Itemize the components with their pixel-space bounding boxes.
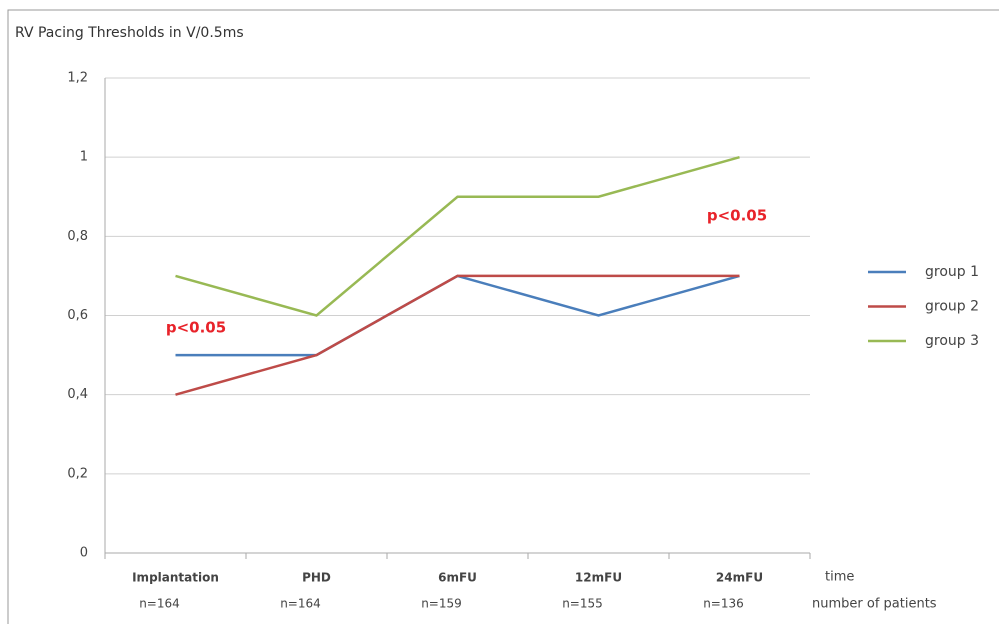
patient-count: n=164 (139, 597, 180, 611)
patient-count: n=159 (421, 597, 462, 611)
x-tick-label: Implantation (132, 571, 219, 585)
patient-count: n=164 (280, 597, 321, 611)
patient-count: n=155 (562, 597, 603, 611)
series-line (175, 155, 740, 317)
annotation: p<0.05 (707, 207, 767, 225)
y-tick-label: 0,6 (67, 308, 88, 323)
x-tick-label: 24mFU (716, 571, 763, 585)
y-tick-label: 0 (80, 546, 88, 561)
y-tick-label: 1 (80, 150, 88, 165)
x-tick-label: PHD (302, 571, 331, 585)
frame (7, 9, 999, 624)
y-tick-label: 0,4 (67, 387, 88, 402)
x-tick-label: 12mFU (575, 571, 622, 585)
x-axis-sublabel: number of patients (812, 597, 937, 612)
annotation: p<0.05 (166, 319, 226, 337)
patient-count: n=136 (703, 597, 744, 611)
legend-label: group 2 (925, 299, 979, 315)
y-tick-label: 0,2 (67, 466, 88, 481)
series-line (175, 274, 740, 396)
x-tick-label: 6mFU (438, 571, 477, 585)
legend-label: group 1 (925, 264, 979, 280)
x-axis-label: time (825, 570, 854, 585)
y-tick-label: 0,8 (67, 229, 88, 244)
legend-label: group 3 (925, 333, 979, 349)
chart-title: RV Pacing Thresholds in V/0.5ms (15, 25, 244, 41)
y-tick-label: 1,2 (67, 71, 88, 86)
